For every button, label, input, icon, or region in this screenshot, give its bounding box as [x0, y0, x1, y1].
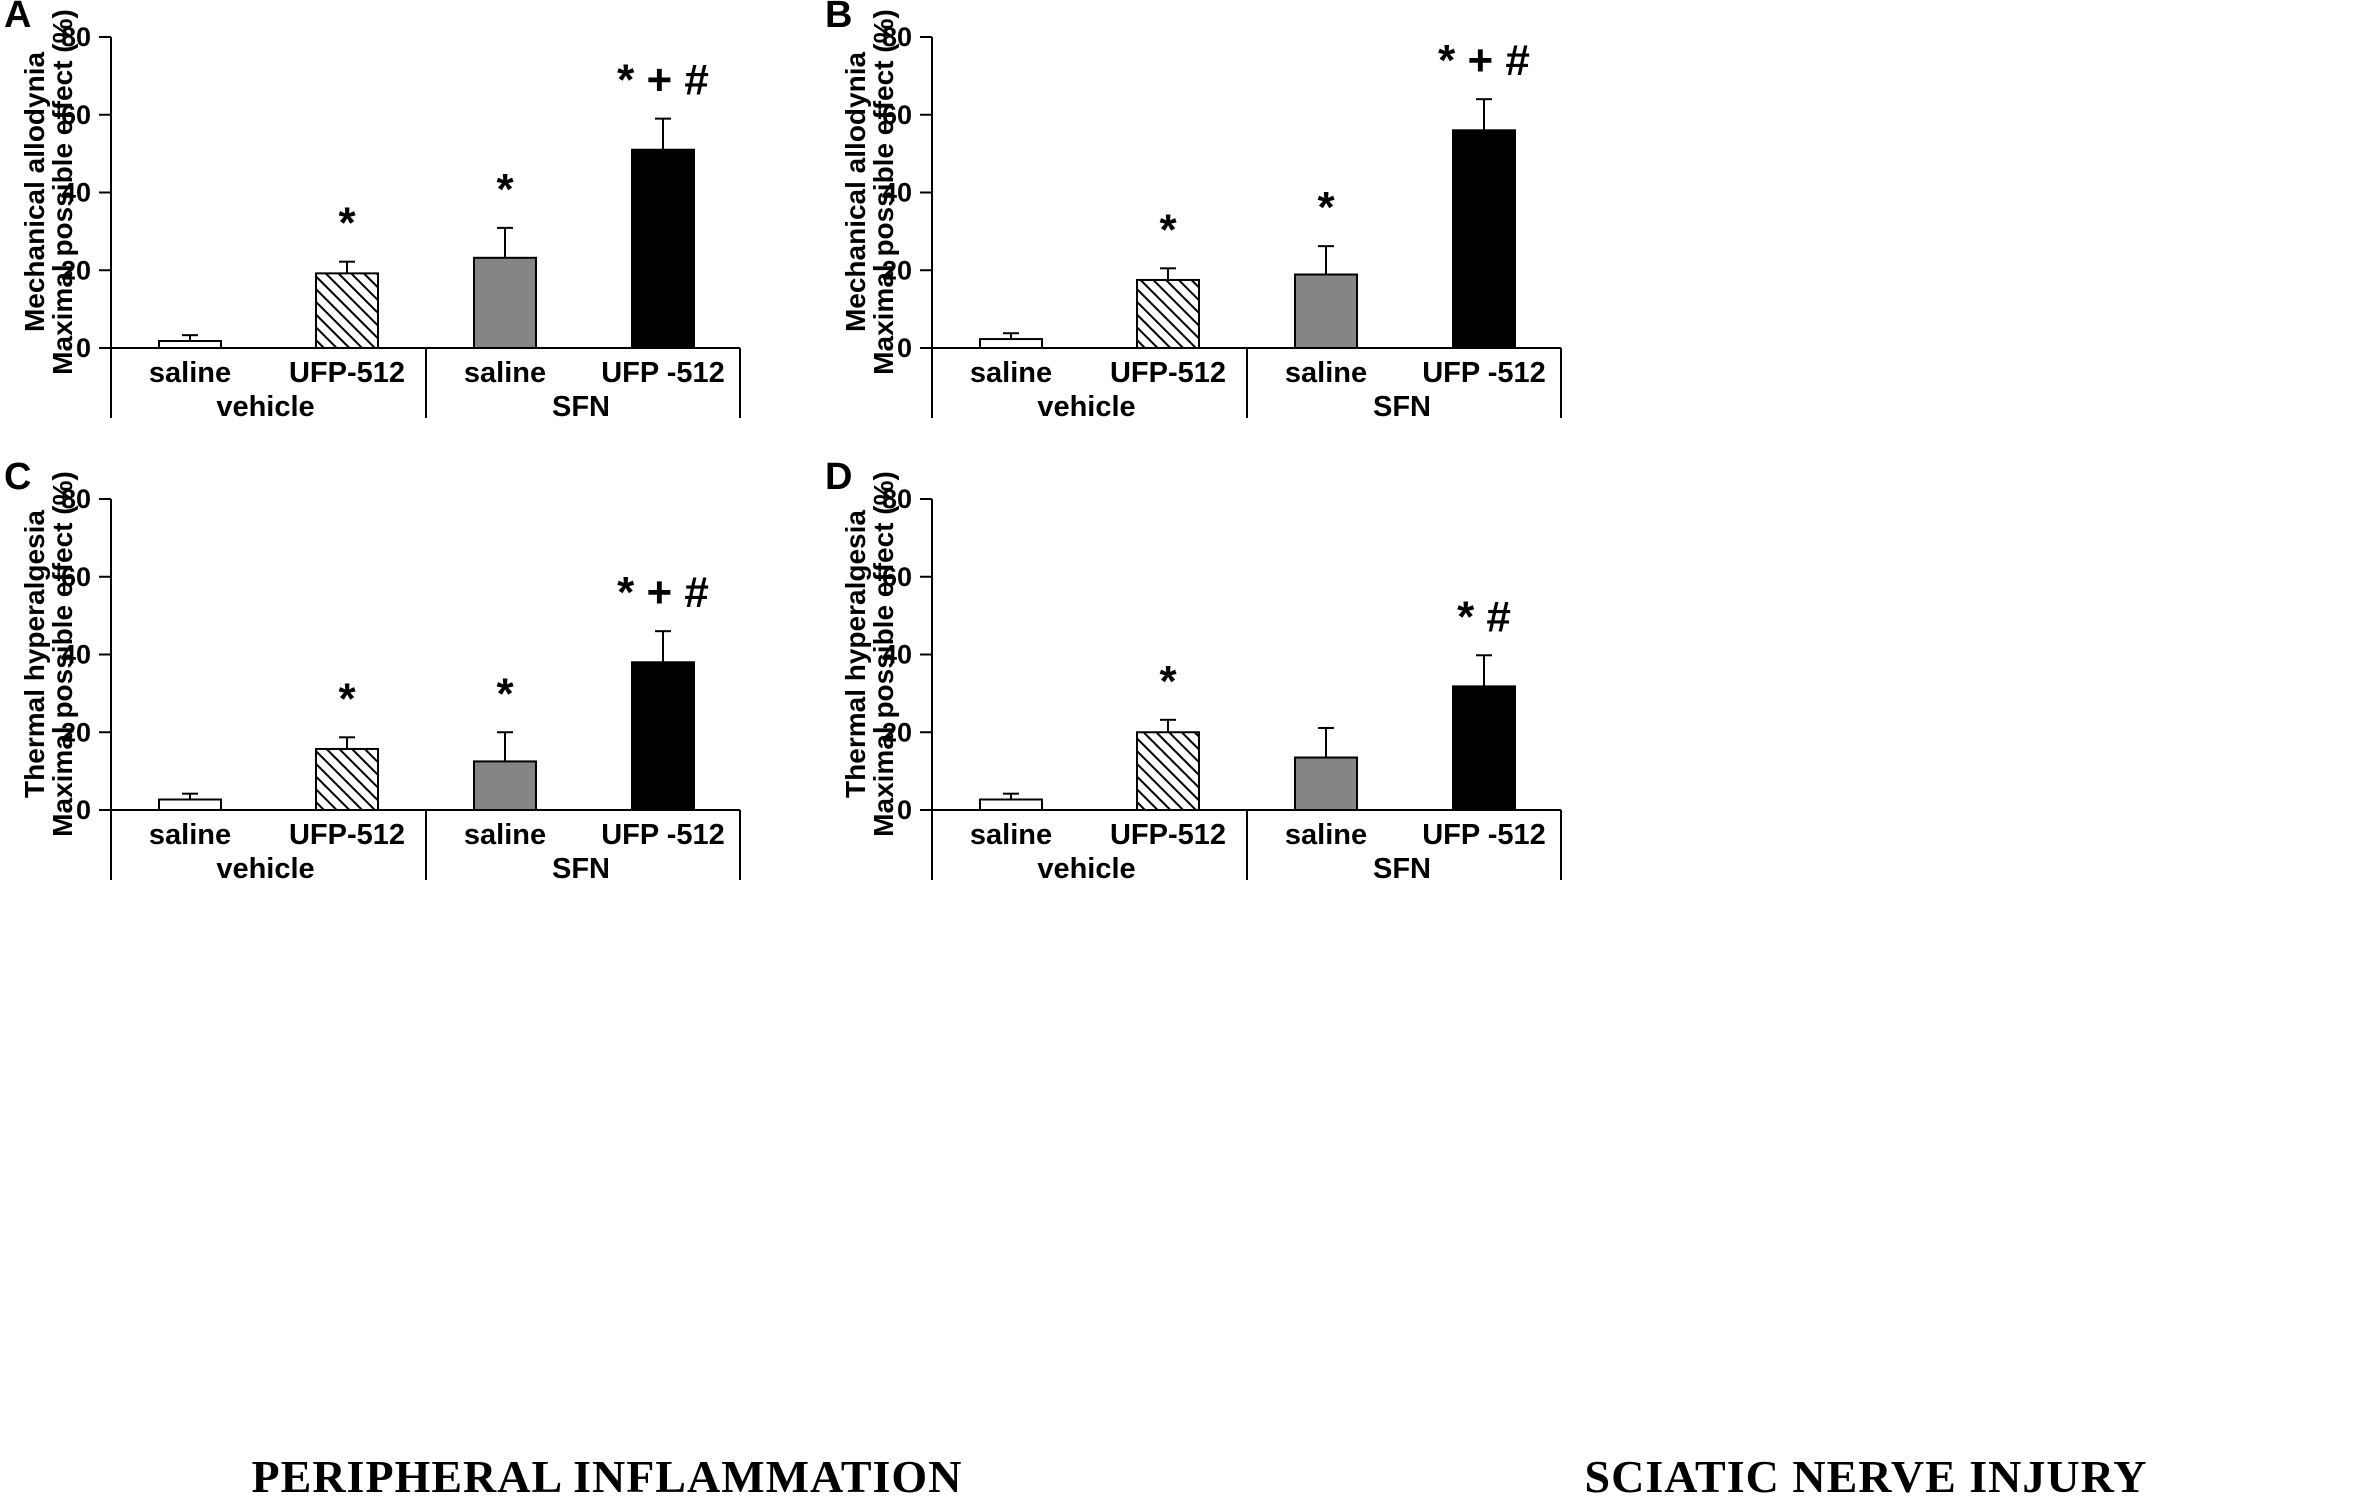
y-tick-label: 0: [897, 333, 912, 363]
group-label: vehicle: [216, 853, 314, 885]
y-axis-label: Thermal hyperalgesia: [19, 510, 50, 798]
significance-label: *: [496, 165, 514, 214]
category-label: saline: [464, 357, 546, 389]
y-axis-label: Maximal possible effect (%): [868, 9, 899, 375]
significance-label: *: [338, 674, 356, 723]
bar: [315, 747, 379, 811]
y-tick-label: 80: [882, 22, 912, 52]
footer-label-right: SCIATIC NERVE INJURY: [1584, 1451, 2148, 1502]
y-tick-label: 40: [882, 640, 912, 670]
category-label: UFP-512: [289, 357, 405, 389]
category-label: UFP -512: [601, 357, 725, 389]
category-label: UFP -512: [1422, 819, 1546, 851]
group-label: vehicle: [216, 391, 314, 423]
bar: [631, 148, 695, 349]
category-label: UFP-512: [1110, 357, 1226, 389]
y-tick-label: 0: [76, 795, 91, 825]
y-tick-label: 0: [897, 795, 912, 825]
significance-label: *: [1159, 205, 1177, 254]
y-tick-label: 40: [61, 640, 91, 670]
category-label: saline: [464, 819, 546, 851]
y-axis-label: Mechanical allodynia: [840, 52, 871, 333]
y-tick-label: 80: [61, 484, 91, 514]
significance-label: *: [338, 199, 356, 248]
bar: [979, 798, 1043, 812]
bar: [1294, 273, 1358, 349]
bar: [1294, 756, 1358, 811]
bar: [473, 256, 537, 349]
y-tick-label: 40: [61, 178, 91, 208]
category-label: saline: [149, 819, 231, 851]
y-tick-label: 20: [61, 717, 91, 747]
bar: [158, 798, 222, 812]
footer-label-left: PERIPHERAL INFLAMMATION: [251, 1451, 963, 1502]
panel-letter: A: [4, 0, 31, 36]
y-axis-label: Maximal possible effect (%): [47, 471, 78, 837]
y-tick-label: 20: [61, 255, 91, 285]
bar: [1452, 685, 1516, 811]
category-label: saline: [1285, 357, 1367, 389]
group-label: SFN: [552, 853, 610, 885]
group-label: vehicle: [1037, 391, 1135, 423]
y-axis-label: Mechanical allodynia: [19, 52, 50, 333]
y-tick-label: 20: [882, 717, 912, 747]
category-label: saline: [970, 357, 1052, 389]
bar: [158, 340, 222, 350]
significance-label: * #: [1457, 592, 1511, 641]
group-label: SFN: [552, 391, 610, 423]
bar: [315, 272, 379, 349]
y-tick-label: 40: [882, 178, 912, 208]
y-tick-label: 60: [882, 100, 912, 130]
y-tick-label: 60: [61, 100, 91, 130]
bar: [473, 760, 537, 811]
bar: [1452, 129, 1516, 349]
bar: [1136, 278, 1200, 349]
significance-label: * + #: [1438, 36, 1530, 85]
y-tick-label: 0: [76, 333, 91, 363]
y-tick-label: 60: [61, 562, 91, 592]
group-label: SFN: [1373, 853, 1431, 885]
y-axis-label: Maximal possible effect (%): [47, 9, 78, 375]
significance-label: * + #: [617, 568, 709, 617]
category-label: UFP-512: [1110, 819, 1226, 851]
panel-letter: B: [825, 0, 852, 36]
bar: [631, 661, 695, 811]
significance-label: *: [1159, 657, 1177, 706]
y-tick-label: 60: [882, 562, 912, 592]
y-tick-label: 80: [882, 484, 912, 514]
group-label: SFN: [1373, 391, 1431, 423]
significance-label: *: [1317, 183, 1335, 232]
category-label: UFP -512: [601, 819, 725, 851]
category-label: saline: [970, 819, 1052, 851]
category-label: saline: [1285, 819, 1367, 851]
category-label: UFP -512: [1422, 357, 1546, 389]
significance-label: *: [496, 669, 514, 718]
y-axis-label: Maximal possible effect (%): [868, 471, 899, 837]
significance-label: * + #: [617, 56, 709, 105]
y-axis-label: Thermal hyperalgesia: [840, 510, 871, 798]
category-label: UFP-512: [289, 819, 405, 851]
group-label: vehicle: [1037, 853, 1135, 885]
y-tick-label: 80: [61, 22, 91, 52]
panel-letter: C: [4, 456, 31, 498]
bar: [979, 338, 1043, 349]
panel-letter: D: [825, 456, 852, 498]
y-tick-label: 20: [882, 255, 912, 285]
bar: [1136, 731, 1200, 811]
category-label: saline: [149, 357, 231, 389]
